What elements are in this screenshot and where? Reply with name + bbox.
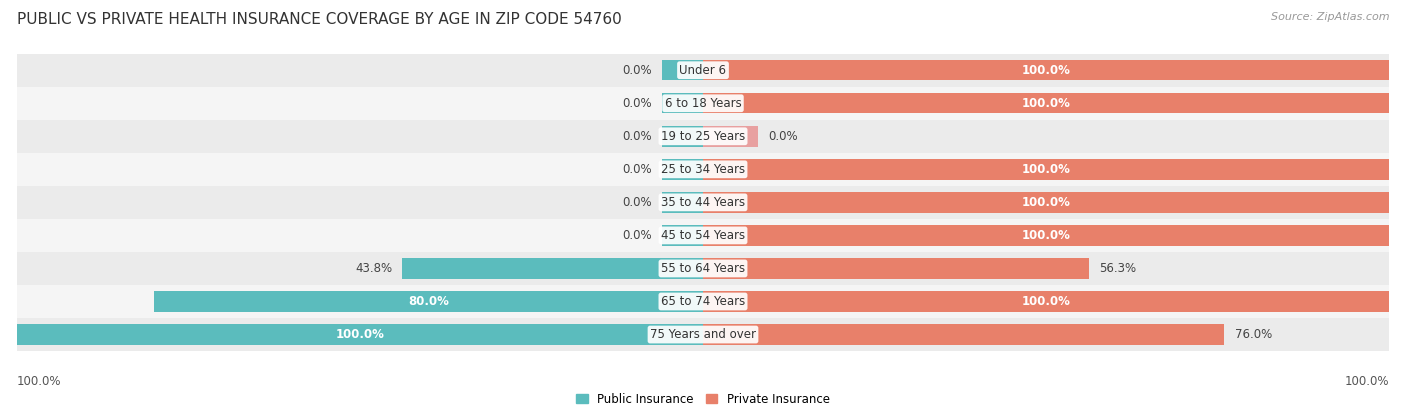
Text: Source: ZipAtlas.com: Source: ZipAtlas.com <box>1271 12 1389 22</box>
Bar <box>17 87 1389 120</box>
Bar <box>703 291 1389 312</box>
Bar <box>17 252 1389 285</box>
Text: 65 to 74 Years: 65 to 74 Years <box>661 295 745 308</box>
Bar <box>662 225 703 246</box>
Text: 75 Years and over: 75 Years and over <box>650 328 756 341</box>
Bar <box>662 126 703 147</box>
Text: 0.0%: 0.0% <box>621 196 651 209</box>
Bar <box>662 159 703 180</box>
Text: 100.0%: 100.0% <box>17 375 62 388</box>
Text: PUBLIC VS PRIVATE HEALTH INSURANCE COVERAGE BY AGE IN ZIP CODE 54760: PUBLIC VS PRIVATE HEALTH INSURANCE COVER… <box>17 12 621 27</box>
Text: 100.0%: 100.0% <box>1022 196 1070 209</box>
Bar <box>662 192 703 213</box>
Text: 100.0%: 100.0% <box>1022 97 1070 110</box>
Bar <box>703 159 1389 180</box>
Bar <box>402 258 703 279</box>
Text: 76.0%: 76.0% <box>1234 328 1272 341</box>
Bar <box>155 291 703 312</box>
Bar <box>17 318 1389 351</box>
Bar <box>17 219 1389 252</box>
Text: 100.0%: 100.0% <box>1022 229 1070 242</box>
Text: 35 to 44 Years: 35 to 44 Years <box>661 196 745 209</box>
Text: 80.0%: 80.0% <box>408 295 449 308</box>
Bar <box>703 126 758 147</box>
Text: 100.0%: 100.0% <box>336 328 384 341</box>
Text: 0.0%: 0.0% <box>621 64 651 77</box>
Bar <box>17 324 703 345</box>
Bar <box>703 225 1389 246</box>
Text: 55 to 64 Years: 55 to 64 Years <box>661 262 745 275</box>
Text: 0.0%: 0.0% <box>621 163 651 176</box>
Bar <box>703 60 1389 81</box>
Bar <box>662 93 703 114</box>
Legend: Public Insurance, Private Insurance: Public Insurance, Private Insurance <box>571 388 835 411</box>
Bar <box>703 93 1389 114</box>
Text: 19 to 25 Years: 19 to 25 Years <box>661 130 745 143</box>
Bar <box>703 324 1225 345</box>
Text: 100.0%: 100.0% <box>1022 163 1070 176</box>
Text: 100.0%: 100.0% <box>1022 295 1070 308</box>
Text: 43.8%: 43.8% <box>356 262 392 275</box>
Text: 0.0%: 0.0% <box>768 130 797 143</box>
Text: 0.0%: 0.0% <box>621 130 651 143</box>
Text: 0.0%: 0.0% <box>621 97 651 110</box>
Bar <box>703 192 1389 213</box>
Text: 100.0%: 100.0% <box>1022 64 1070 77</box>
Bar <box>17 186 1389 219</box>
Bar <box>17 54 1389 87</box>
Text: Under 6: Under 6 <box>679 64 727 77</box>
Text: 0.0%: 0.0% <box>621 229 651 242</box>
Text: 56.3%: 56.3% <box>1099 262 1136 275</box>
Bar <box>662 60 703 81</box>
Text: 45 to 54 Years: 45 to 54 Years <box>661 229 745 242</box>
Bar <box>17 285 1389 318</box>
Text: 25 to 34 Years: 25 to 34 Years <box>661 163 745 176</box>
Text: 6 to 18 Years: 6 to 18 Years <box>665 97 741 110</box>
Text: 100.0%: 100.0% <box>1344 375 1389 388</box>
Bar <box>17 153 1389 186</box>
Bar <box>703 258 1090 279</box>
Bar <box>17 120 1389 153</box>
